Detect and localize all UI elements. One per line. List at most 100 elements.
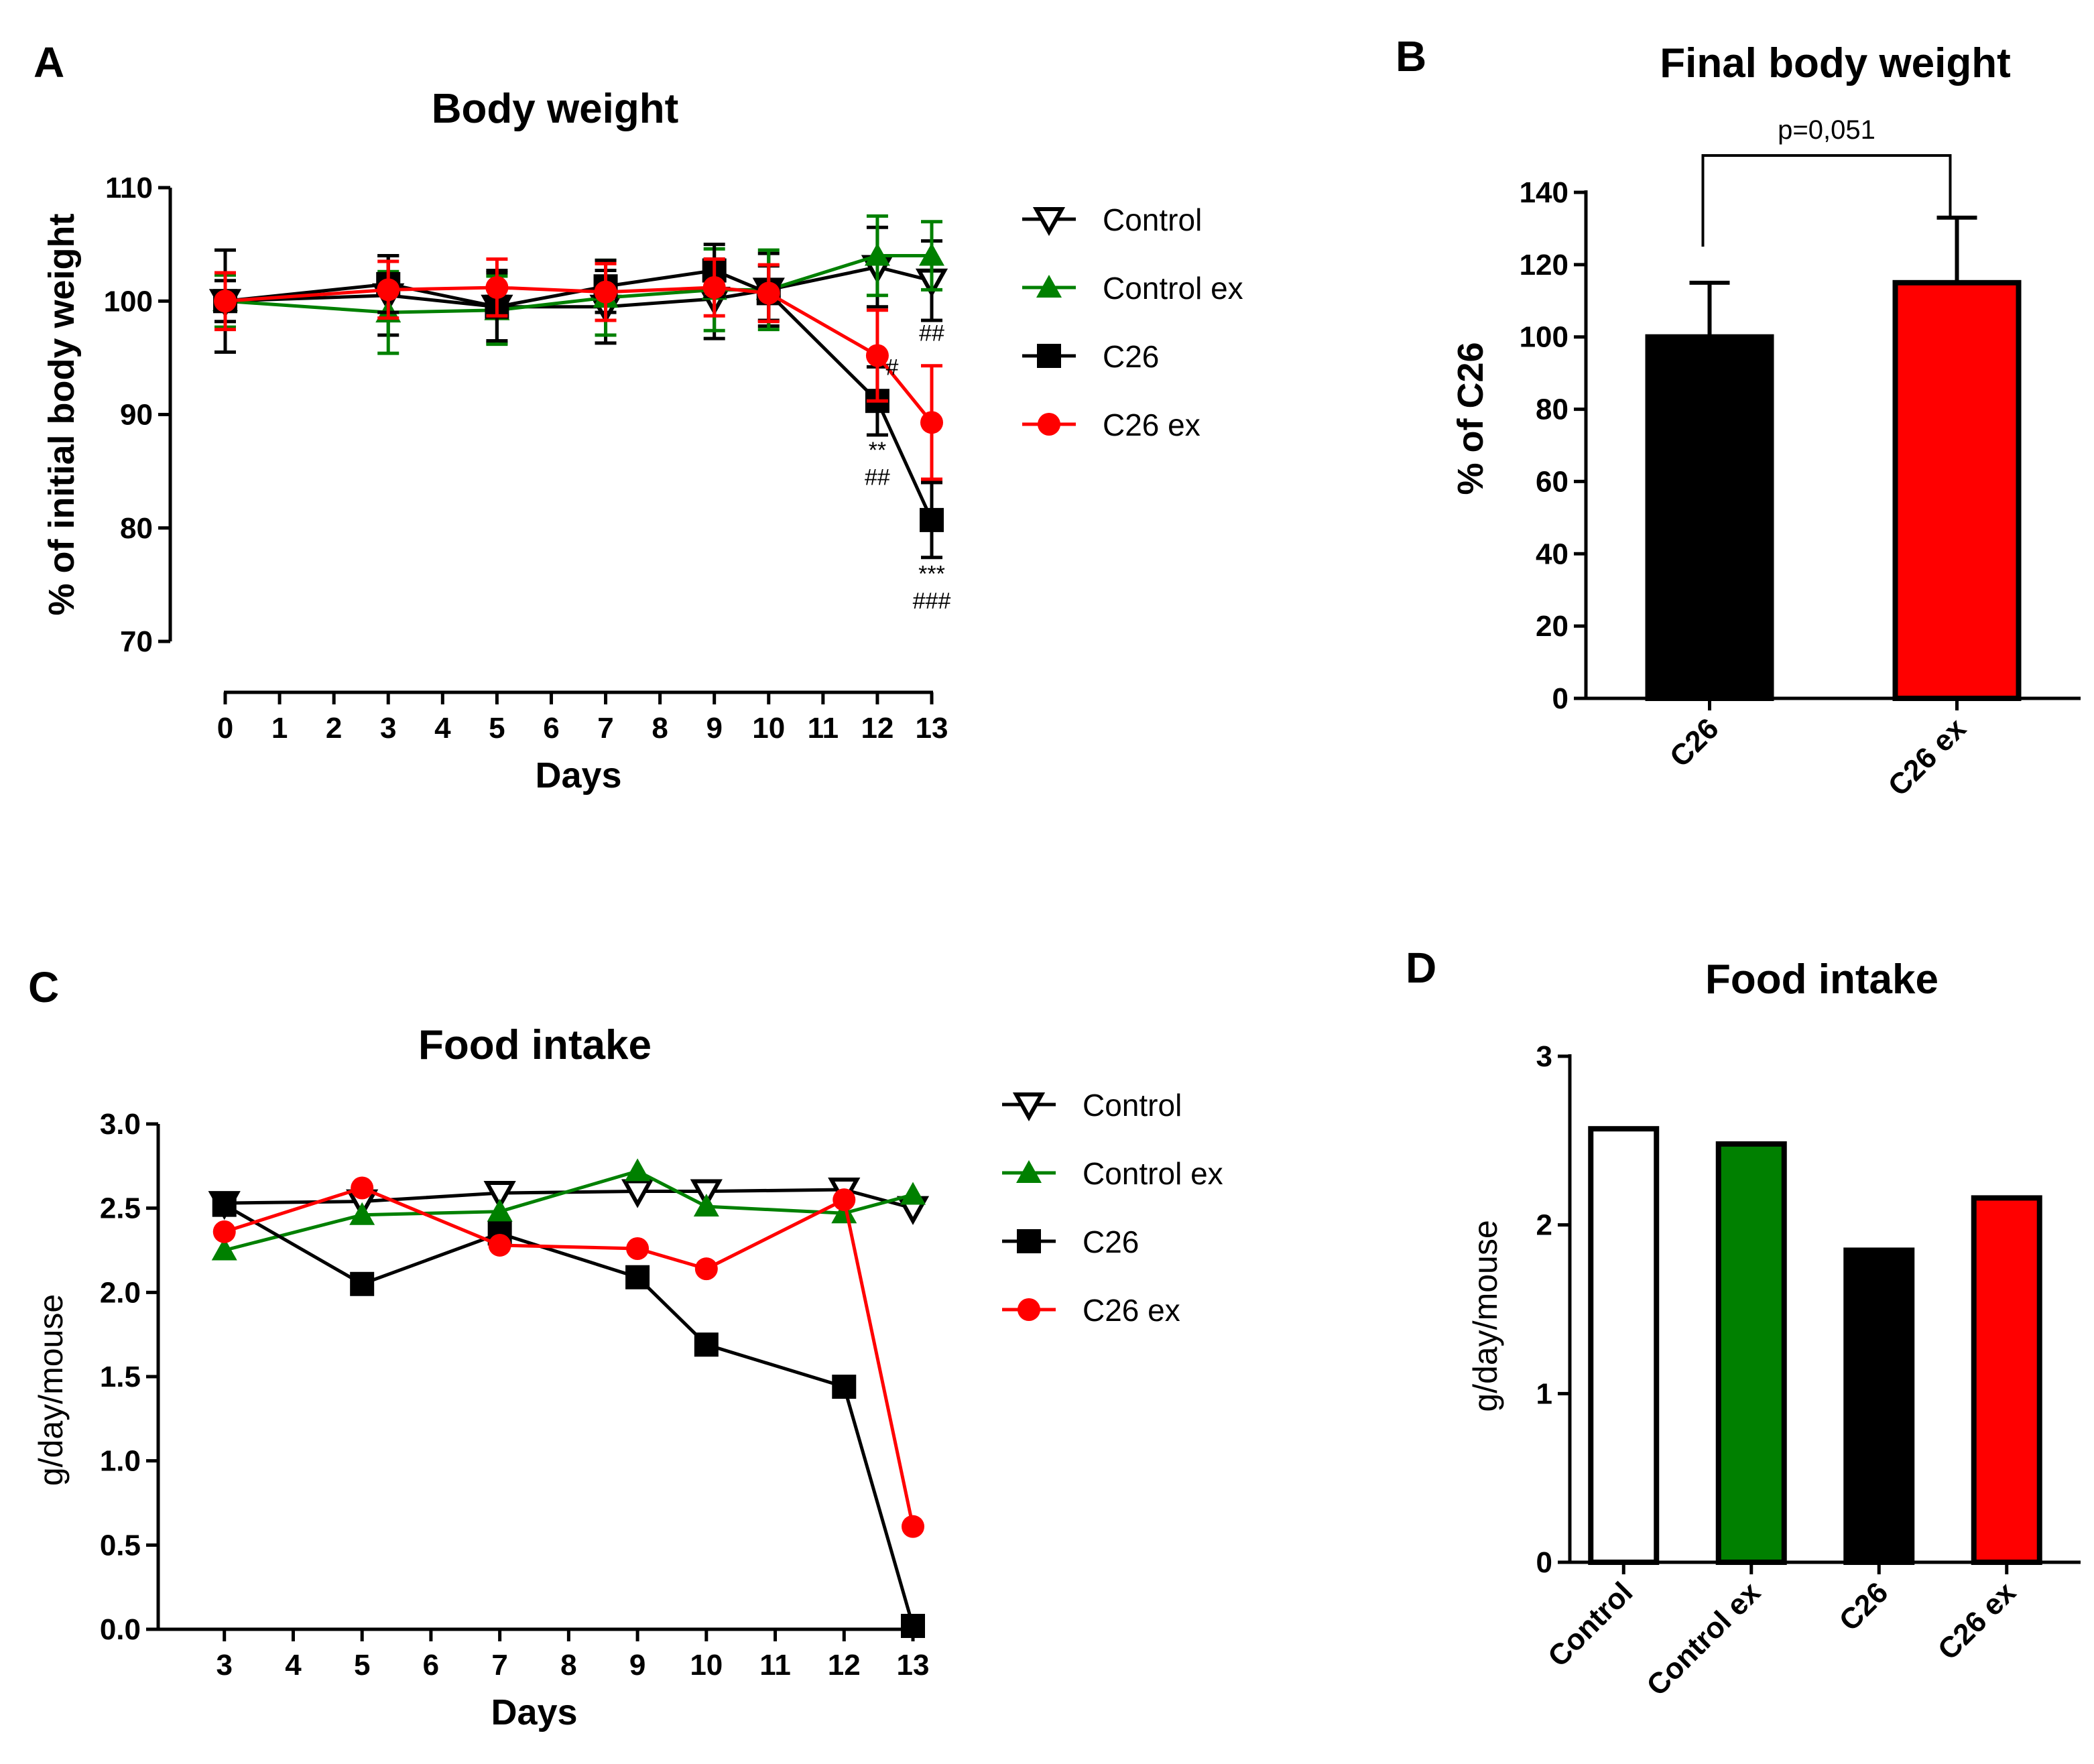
x-tick-label-c: 8	[560, 1649, 576, 1682]
x-axis-label-c: Days	[491, 1692, 577, 1732]
legend-marker-control	[1012, 1092, 1046, 1122]
bar-c26	[1645, 334, 1774, 701]
x-tick-label-a: 12	[861, 712, 894, 745]
x-tick-label-c26: C26	[1664, 712, 1725, 773]
data-point-control-ex	[693, 1194, 719, 1217]
data-point-c26	[212, 1192, 237, 1217]
significance-marker-a: ##	[919, 320, 944, 346]
data-point-control-ex	[919, 243, 944, 266]
x-tick-label-control-ex: Control ex	[1640, 1576, 1767, 1702]
data-point-control-ex	[625, 1158, 651, 1182]
y-tick-label-a: 90	[120, 399, 153, 432]
data-point-control-ex	[487, 1198, 513, 1222]
data-point-control-ex	[864, 243, 890, 266]
data-point-control	[690, 1179, 723, 1208]
data-point-c26-ex	[594, 280, 617, 304]
data-point-c26-ex	[214, 290, 237, 313]
data-point-c26-ex	[757, 281, 780, 305]
y-tick-label-b: 100	[1520, 321, 1568, 354]
legend-label-control: Control	[1103, 202, 1202, 237]
y-tick-label-b: 0	[1552, 682, 1568, 715]
x-tick-label-c26-ex: C26 ex	[1932, 1576, 2022, 1666]
significance-bracket	[1701, 154, 1952, 247]
x-tick-label-c: 5	[354, 1649, 370, 1682]
significance-marker-a: **	[869, 438, 886, 463]
panel-letter-c: C	[28, 963, 59, 1011]
y-tick-label-d: 0	[1536, 1546, 1552, 1579]
y-tick-label-b: 120	[1520, 249, 1568, 281]
x-axis-label-a: Days	[535, 755, 621, 796]
y-tick-label-b: 80	[1536, 393, 1568, 426]
legend-marker-c26	[1037, 344, 1061, 368]
legend-marker-c26-ex	[1038, 413, 1060, 436]
data-point-c26-ex	[488, 1233, 511, 1257]
y-axis-label-a: % of initial body weight	[42, 213, 82, 615]
x-tick-label-c: 10	[690, 1649, 723, 1682]
legend-label-control-ex: Control ex	[1083, 1156, 1223, 1191]
x-tick-label-a: 0	[217, 712, 233, 745]
y-tick-label-b: 140	[1520, 176, 1568, 209]
chart-title-c: Food intake	[418, 1022, 652, 1068]
y-tick-label-a: 80	[120, 512, 153, 545]
series-line-control	[225, 265, 932, 309]
x-tick-label-a: 10	[752, 712, 785, 745]
data-point-c26-ex	[694, 1257, 718, 1281]
x-tick-label-a: 9	[706, 712, 722, 745]
data-point-c26-ex	[920, 411, 943, 434]
y-axis-label-b: % of C26	[1451, 342, 1491, 495]
series-c26-ex-c	[212, 1176, 924, 1538]
legend-label-c26: C26	[1083, 1224, 1139, 1259]
series-line-control-ex	[224, 1169, 914, 1252]
data-point-c26-ex	[865, 344, 889, 367]
data-point-c26-ex	[902, 1515, 924, 1538]
x-tick-label-a: 4	[434, 712, 451, 745]
x-tick-label-a: 7	[597, 712, 613, 745]
data-point-control-ex	[831, 1200, 857, 1224]
bar-c26-ex	[1971, 1195, 2042, 1565]
data-point-c26	[920, 507, 944, 532]
y-tick-label-d: 1	[1536, 1377, 1552, 1410]
legend-marker-c26	[1017, 1229, 1041, 1253]
y-tick-label-b: 20	[1536, 610, 1568, 643]
x-tick-label-a: 3	[380, 712, 396, 745]
y-tick-label-d: 2	[1536, 1209, 1552, 1242]
data-point-c26-ex	[626, 1237, 650, 1260]
data-point-control	[621, 1179, 654, 1208]
series-line-control-ex	[225, 254, 932, 314]
x-tick-label-a: 1	[271, 712, 288, 745]
x-tick-label-control: Control	[1542, 1576, 1639, 1673]
x-tick-label-c26: C26	[1833, 1576, 1895, 1637]
x-tick-label-c: 12	[828, 1649, 861, 1682]
chart-title-d: Food intake	[1705, 956, 1938, 1003]
legend-marker-c26-ex	[1018, 1298, 1040, 1321]
significance-label: p=0,051	[1778, 115, 1875, 145]
y-tick-label-c: 1.0	[100, 1445, 141, 1478]
legend-marker-control	[1032, 207, 1066, 237]
series-line-c26	[223, 1203, 915, 1627]
data-point-c26	[625, 1265, 650, 1289]
x-tick-label-c: 9	[629, 1649, 645, 1682]
legend-label-c26-ex: C26 ex	[1083, 1293, 1180, 1328]
data-point-c26	[350, 1271, 375, 1296]
bar-c26	[1843, 1247, 1915, 1565]
data-point-c26-ex	[351, 1176, 374, 1200]
data-point-c26	[901, 1613, 925, 1638]
y-tick-label-a: 110	[105, 172, 153, 204]
x-tick-label-a: 6	[543, 712, 559, 745]
legend-marker-control-ex	[1036, 275, 1062, 298]
data-point-c26-ex	[702, 275, 726, 299]
y-tick-label-c: 2.0	[100, 1276, 141, 1309]
x-tick-label-c: 3	[216, 1649, 232, 1682]
y-axis-label-d: g/day/mouse	[1467, 1220, 1504, 1411]
significance-marker-a: ##	[865, 464, 890, 490]
bar-c26-ex	[1892, 279, 2022, 702]
data-point-c26	[832, 1375, 857, 1399]
data-point-c26	[694, 1332, 719, 1357]
data-point-control-ex	[211, 1237, 237, 1261]
legend-label-control-ex: Control ex	[1103, 271, 1243, 306]
series-line-c26-ex	[223, 1186, 915, 1527]
significance-marker-a: #	[885, 355, 898, 380]
data-point-c26-ex	[377, 278, 400, 302]
x-tick-label-a: 11	[808, 712, 839, 745]
